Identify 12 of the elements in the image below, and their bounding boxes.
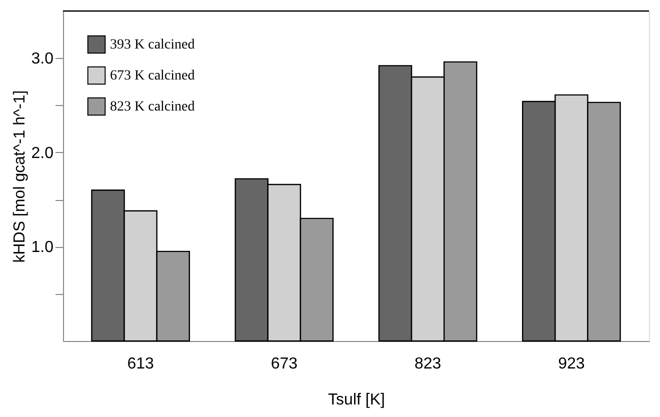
x-tick-label: 823 [414, 356, 442, 372]
x-tick-label: 923 [558, 356, 585, 372]
y-tick-label: 2.0 [31, 144, 54, 162]
y-axis-title: kHDS [mol gcat^-1 h^-1] [11, 90, 28, 263]
y-tick-label: 1.0 [31, 239, 54, 256]
x-axis-title: Tsulf [K] [328, 392, 385, 408]
x-tick-label: 613 [127, 356, 154, 372]
legend-label: 393 K calcined [110, 38, 195, 52]
x-tick-label: 673 [270, 356, 298, 372]
y-tick-label: 3.0 [31, 50, 54, 68]
legend-label: 673 K calcined [110, 68, 195, 84]
legend-label: 823 K calcined [110, 100, 195, 114]
